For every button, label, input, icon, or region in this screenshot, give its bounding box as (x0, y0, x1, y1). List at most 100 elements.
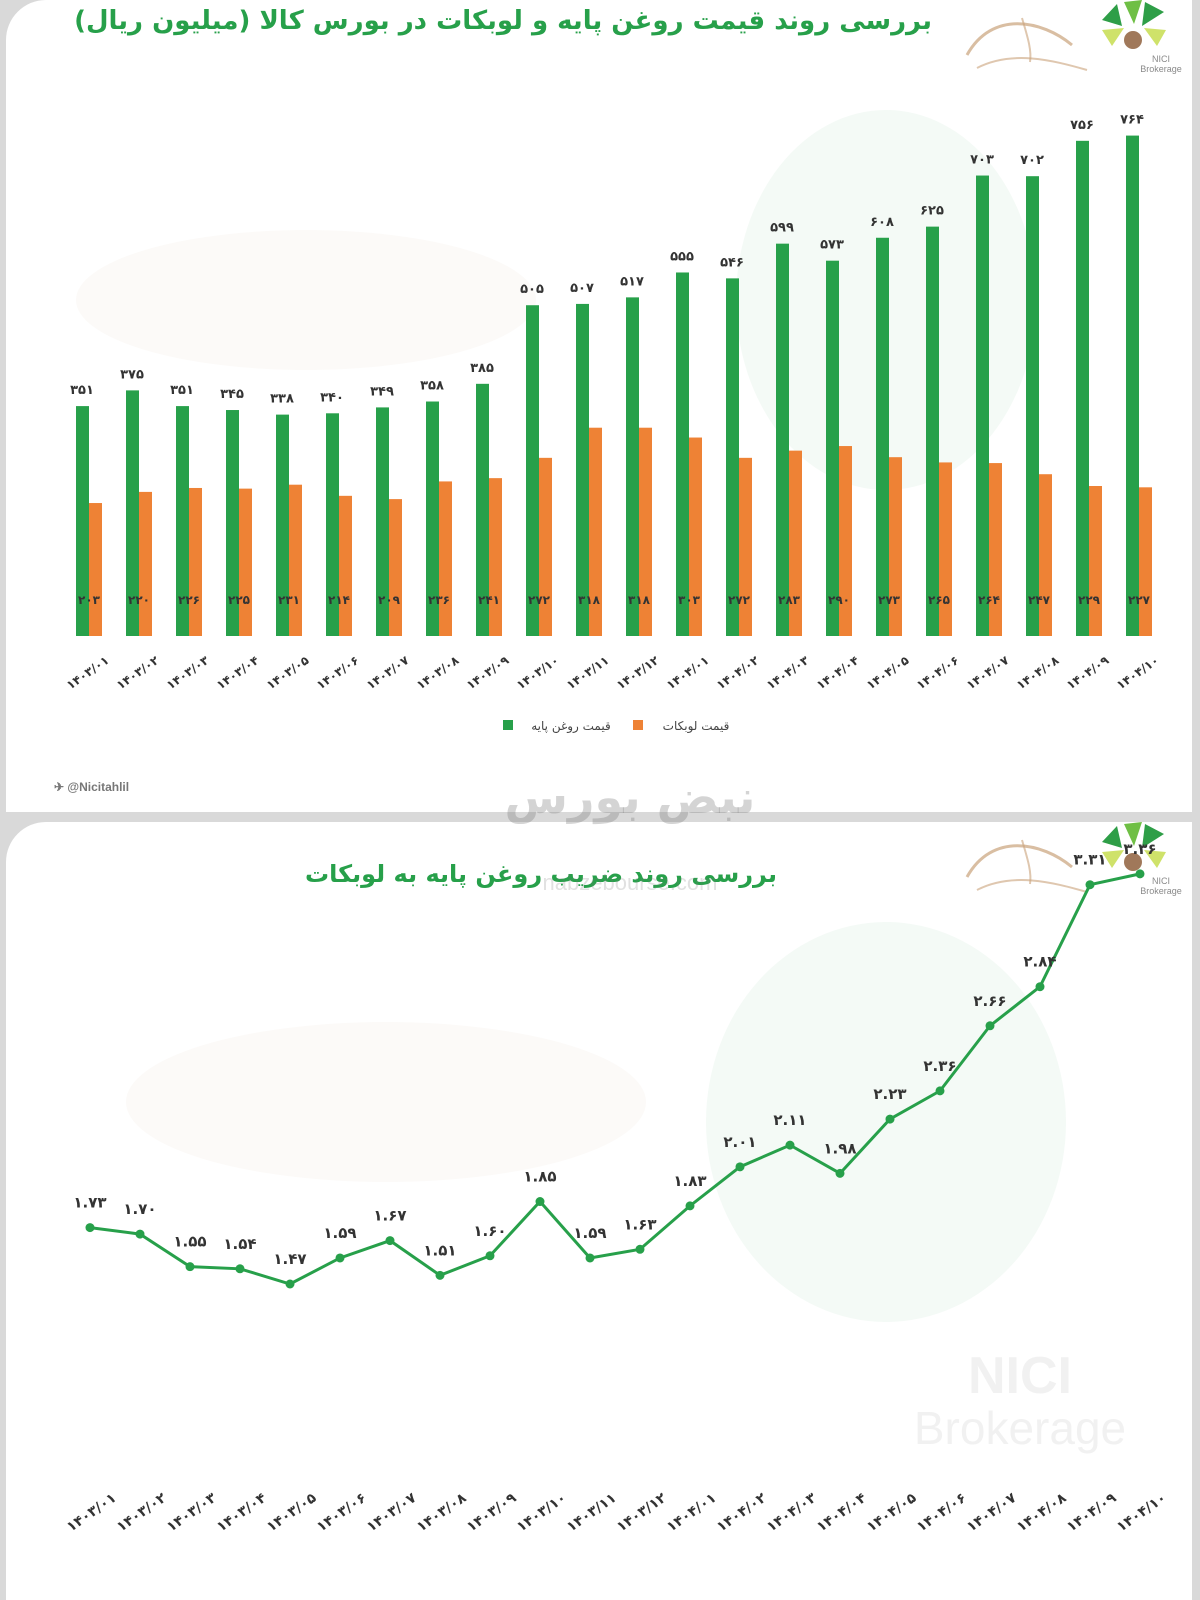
x-tick-label: ۱۴۰۴/۰۳ (764, 1490, 820, 1536)
price-chart-panel: بررسی روند قیمت روغن پایه و لوبکات در بو… (6, 0, 1192, 812)
bar-lubcut (539, 457, 552, 636)
data-label-base-oil: ۳۸۵ (470, 361, 494, 376)
watermark-brand-line1: NICI (968, 1347, 1072, 1405)
bar-base-oil (626, 297, 639, 636)
ratio-data-label: ۱.۵۱ (423, 1241, 456, 1259)
data-label-lubcut: ۲۳۶ (428, 593, 450, 607)
data-label-lubcut: ۲۴۱ (478, 593, 500, 607)
telegram-handle: ✈ @Nicitahlil (54, 780, 130, 794)
x-tick-label: ۱۴۰۳/۱۲ (614, 1490, 670, 1536)
x-tick-label: ۱۴۰۳/۰۹ (464, 1490, 520, 1536)
bar-lubcut (439, 481, 452, 636)
bar-base-oil (1076, 140, 1089, 636)
bar-base-oil (726, 278, 739, 636)
ratio-point (185, 1262, 195, 1272)
x-tick-label: ۱۴۰۴/۰۹ (1064, 653, 1112, 693)
ratio-data-label: ۱.۴۷ (273, 1250, 306, 1268)
x-tick-label: ۱۴۰۳/۰۳ (164, 653, 212, 693)
ratio-data-label: ۳.۳۶ (1123, 840, 1156, 858)
x-tick-label: ۱۴۰۳/۰۵ (264, 1490, 320, 1536)
x-tick-label: ۱۴۰۳/۰۶ (314, 1490, 369, 1535)
data-label-base-oil: ۵۰۷ (570, 281, 594, 296)
data-label-base-oil: ۵۴۶ (720, 255, 744, 270)
bar-base-oil (876, 237, 889, 636)
bar-lubcut (489, 478, 502, 636)
ratio-point (885, 1114, 895, 1124)
bar-lubcut (239, 488, 252, 636)
ratio-point (835, 1168, 845, 1178)
x-tick-label: ۱۴۰۳/۰۷ (364, 1490, 420, 1536)
data-label-lubcut: ۲۷۲ (528, 593, 551, 607)
ratio-data-label: ۱.۵۴ (223, 1235, 256, 1253)
bar-lubcut (689, 437, 702, 636)
x-tick-label: ۱۴۰۴/۰۲ (714, 653, 762, 693)
ratio-line (89, 872, 1141, 1286)
x-tick-label: ۱۴۰۳/۰۵ (264, 653, 312, 692)
ratio-data-label: ۱.۵۹ (573, 1224, 606, 1242)
x-tick-label: ۱۴۰۳/۰۴ (214, 1490, 270, 1536)
bar-base-oil (226, 410, 239, 636)
bar-base-oil (526, 305, 539, 636)
data-label-lubcut: ۲۶۵ (928, 593, 950, 607)
ratio-data-label: ۱.۸۳ (673, 1172, 706, 1190)
ratio-data-label: ۱.۵۵ (173, 1233, 206, 1251)
bar-lubcut (289, 484, 302, 636)
bar-base-oil (1026, 176, 1039, 636)
bar-base-oil (126, 390, 139, 636)
ratio-data-label: ۱.۶۳ (623, 1215, 656, 1233)
x-tick-label: ۱۴۰۴/۰۵ (864, 653, 912, 692)
legend-swatch-base-oil (503, 720, 513, 730)
ratio-point (735, 1162, 745, 1172)
x-tick-label: ۱۴۰۳/۰۹ (464, 653, 512, 693)
ratio-point (985, 1021, 995, 1031)
x-tick-label: ۱۴۰۳/۱۱ (564, 1490, 619, 1535)
x-tick-label: ۱۴۰۳/۰۴ (214, 653, 262, 692)
data-label-lubcut: ۲۰۳ (78, 593, 101, 607)
bar-lubcut (1089, 486, 1102, 636)
ratio-point (385, 1236, 395, 1246)
data-label-lubcut: ۲۲۵ (228, 593, 250, 607)
data-label-base-oil: ۵۷۳ (820, 238, 844, 253)
data-label-lubcut: ۲۲۶ (178, 593, 200, 607)
x-tick-label: ۱۴۰۳/۱۱ (564, 653, 612, 692)
ratio-point (935, 1086, 945, 1096)
data-label-base-oil: ۷۶۴ (1120, 113, 1144, 128)
bar-lubcut (139, 491, 152, 636)
ratio-point (685, 1201, 695, 1211)
data-label-lubcut: ۳۱۸ (578, 593, 601, 607)
bar-base-oil (426, 401, 439, 636)
x-tick-label: ۱۴۰۴/۰۵ (864, 1490, 920, 1536)
x-tick-label: ۱۴۰۴/۰۶ (914, 653, 962, 692)
bar-base-oil (376, 407, 389, 636)
nici-logo (965, 822, 1166, 893)
data-label-base-oil: ۵۹۹ (770, 221, 794, 236)
watermark-shape (126, 1022, 646, 1182)
x-tick-label: ۱۴۰۳/۱۲ (614, 653, 662, 693)
data-label-base-oil: ۶۲۵ (920, 204, 944, 219)
bar-lubcut (639, 427, 652, 636)
x-tick-label: ۱۴۰۴/۰۷ (964, 1490, 1020, 1536)
data-label-base-oil: ۵۰۵ (520, 282, 544, 297)
ratio-data-label: ۱.۵۹ (323, 1224, 356, 1242)
x-tick-label: ۱۴۰۴/۰۱ (664, 653, 712, 692)
ratio-data-label: ۱.۹۸ (823, 1139, 856, 1157)
ratio-point (1135, 869, 1145, 879)
bar-lubcut (789, 450, 802, 636)
data-label-base-oil: ۷۵۶ (1070, 118, 1094, 133)
ratio-data-label: ۲.۲۳ (873, 1085, 906, 1103)
price-bar-chart: ۳۵۱ ۲۰۳ ۱۴۰۳/۰۱ ۳۷۵ ۲۲۰ ۱۴۰۳/۰۲ ۳۵۱ ۲۲۶ ۱۴۰۳/۰۳ ۳… (64, 110, 1162, 734)
data-label-lubcut: ۲۰۹ (378, 593, 401, 607)
bar-lubcut (889, 457, 902, 636)
data-label-lubcut: ۲۹۰ (828, 593, 850, 607)
bar-lubcut (839, 446, 852, 636)
ratio-point (785, 1140, 795, 1150)
legend-label-lubcut: قیمت لوبکات (663, 719, 730, 734)
data-label-lubcut: ۲۷۲ (728, 593, 751, 607)
ratio-data-label: ۱.۷۳ (73, 1194, 106, 1212)
x-tick-label: ۱۴۰۴/۰۸ (1014, 653, 1062, 693)
x-tick-label: ۱۴۰۳/۰۲ (114, 653, 162, 693)
bar-base-oil (976, 175, 989, 636)
watermark-text: نبض بورس (504, 770, 756, 824)
x-tick-label: ۱۴۰۴/۰۸ (1014, 1490, 1070, 1536)
bar-lubcut (189, 487, 202, 636)
